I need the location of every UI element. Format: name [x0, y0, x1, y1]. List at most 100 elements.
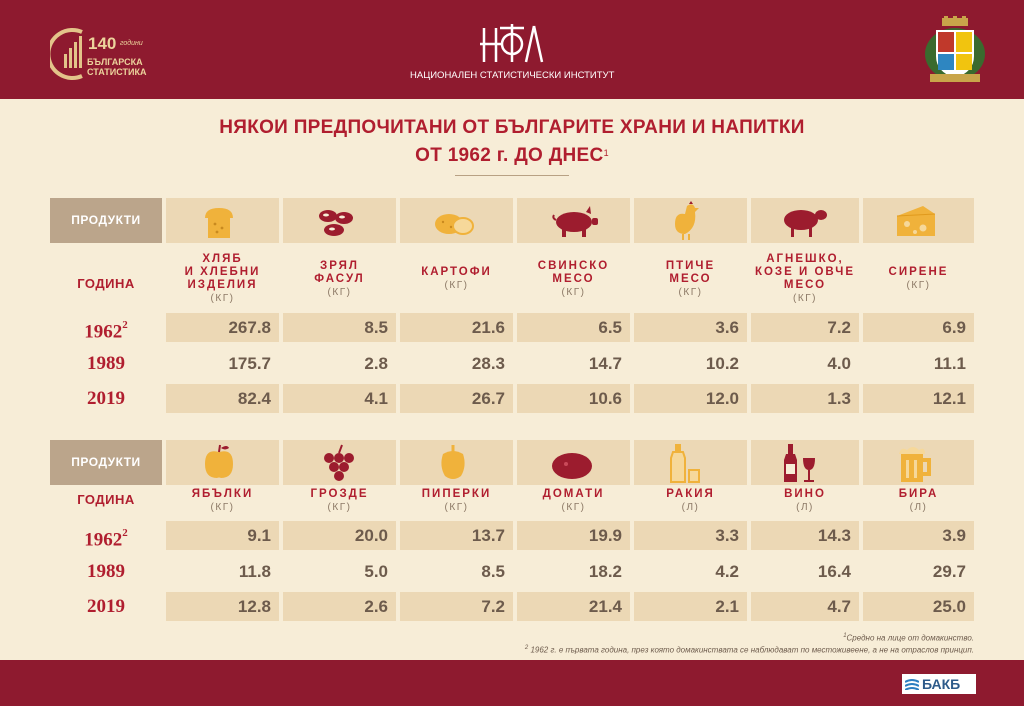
- table-cell: 2.8: [364, 354, 388, 373]
- column-header: КАРТОФИ (КГ): [400, 248, 513, 310]
- product-icon-cell: [863, 440, 974, 485]
- table-cell: 14.3: [751, 521, 859, 550]
- nsi-logo: НАЦИОНАЛЕН СТАТИСТИЧЕСКИ ИНСТИТУТ: [410, 22, 614, 86]
- apple-icon: [205, 444, 233, 478]
- chicken-icon: [675, 201, 699, 240]
- potato-icon: [435, 214, 474, 235]
- column-header: СВИНСКО МЕСО (КГ): [517, 248, 630, 310]
- table-cell: 1.3: [751, 384, 859, 413]
- column-header-unit: (КГ): [210, 293, 235, 304]
- row-year: 1989: [87, 353, 125, 374]
- column-header: ДОМАТИ (КГ): [517, 486, 630, 516]
- column-header-unit: (КГ): [793, 293, 817, 304]
- table-cell: 12.0: [634, 384, 747, 413]
- column-header-unit: (КГ): [210, 502, 235, 513]
- table-cell: 8.5: [481, 562, 505, 581]
- column-header-unit: (Л): [796, 502, 814, 513]
- pepper-icon: [441, 445, 465, 479]
- table-cell: 4.7: [751, 592, 859, 621]
- year-label: ГОДИНА: [77, 276, 135, 291]
- table-cell: 21.4: [517, 592, 630, 621]
- table-cell: 10.2: [705, 354, 739, 373]
- table-cell: 4.0: [827, 354, 851, 373]
- sofia-coat-of-arms-icon: [925, 16, 985, 82]
- column-header-name: СВИНСКО: [537, 260, 610, 272]
- column-header-unit: (КГ): [327, 287, 352, 298]
- table-cell: 14.7: [588, 354, 622, 373]
- column-header-unit: (КГ): [327, 502, 352, 513]
- table-cell: 28.3: [471, 354, 505, 373]
- footer-banner: [0, 660, 1024, 706]
- column-header: ПИПЕРКИ (КГ): [400, 486, 513, 516]
- table-row: 19622 9.1 20.0 13.7 19.9 3.3 14.3 3.9: [50, 521, 974, 550]
- product-icon-cell: [166, 440, 279, 485]
- row-year: 1989: [87, 561, 125, 582]
- column-header: ЗРЯЛ ФАСУЛ (КГ): [283, 248, 396, 310]
- bakb-logo: БАКБ: [902, 674, 976, 694]
- title-line2: ОТ 1962 г. ДО ДНЕС1: [415, 145, 609, 166]
- column-header: ВИНО (Л): [751, 486, 859, 516]
- infographic-title: НЯКОИ ПРЕДПОЧИТАНИ ОТ БЪЛГАРИТЕ ХРАНИ И …: [0, 114, 1024, 170]
- table-cell: 8.5: [283, 313, 396, 342]
- column-header-unit: (КГ): [561, 502, 586, 513]
- table-row: 1989 11.8 5.0 8.5 18.2 4.2 16.4 29.7: [50, 557, 974, 586]
- table-cell: 12.1: [863, 384, 974, 413]
- table-cell: 13.7: [400, 521, 513, 550]
- table-cell: 3.3: [634, 521, 747, 550]
- product-icon-cell: [634, 198, 747, 243]
- column-header-unit: (КГ): [444, 502, 469, 513]
- table-cell: 2.1: [634, 592, 747, 621]
- column-header-name: ГРОЗДЕ: [310, 488, 369, 500]
- table-row: 1989 175.7 2.8 28.3 14.7 10.2 4.0 11.1: [50, 349, 974, 378]
- footnote-1: 1Средно на лице от домакинство.: [843, 633, 974, 643]
- table-cell: 4.2: [715, 562, 739, 581]
- header-banner: 140 години БЪЛГАРСКА СТАТИСТИКА НАЦИОНАЛ…: [0, 0, 1024, 99]
- product-icon-cell: [166, 198, 279, 243]
- column-header: ЯБЪЛКИ (КГ): [166, 486, 279, 516]
- column-header-unit: (Л): [909, 502, 928, 513]
- logo-140-years-word: години: [120, 40, 143, 47]
- footnote-2: 2 1962 г. е първата година, през която д…: [524, 645, 974, 655]
- pig-icon: [552, 206, 598, 237]
- table-cell: 11.1: [933, 354, 966, 373]
- column-header-name: РАКИЯ: [666, 488, 715, 500]
- table-cell: 6.5: [517, 313, 630, 342]
- table-row: 2019 82.4 4.1 26.7 10.6 12.0 1.3 12.1: [50, 384, 974, 413]
- title-line1: НЯКОИ ПРЕДПОЧИТАНИ ОТ БЪЛГАРИТЕ ХРАНИ И …: [219, 117, 805, 138]
- table-cell: 10.6: [517, 384, 630, 413]
- table-cell: 5.0: [364, 562, 388, 581]
- table-cell: 19.9: [517, 521, 630, 550]
- column-header-name: МЕСО: [783, 279, 827, 291]
- table-cell: 11.8: [238, 562, 271, 581]
- row-year: 19622: [84, 527, 128, 551]
- column-header-name: ФАСУЛ: [314, 273, 365, 285]
- column-header-name: МЕСО: [669, 273, 712, 285]
- column-header-name: БИРА: [898, 488, 939, 500]
- sheep-icon: [784, 210, 827, 237]
- product-icon-cell: [751, 440, 859, 485]
- column-header-name: И ХЛЕБНИ: [184, 266, 261, 278]
- column-header-name: КОЗЕ И ОВЧЕ: [754, 266, 856, 278]
- table-cell: 3.6: [634, 313, 747, 342]
- column-header: СИРЕНЕ (КГ): [863, 248, 974, 310]
- rakia-bottle-icon: [670, 444, 700, 483]
- table-cell: 12.8: [166, 592, 279, 621]
- table-cell: 175.7: [228, 354, 271, 373]
- column-header-unit: (КГ): [678, 287, 703, 298]
- logo-140-line2: СТАТИСТИКА: [87, 67, 147, 77]
- column-header-unit: (КГ): [444, 280, 469, 291]
- column-header-name: ДОМАТИ: [542, 488, 605, 500]
- column-header-name: ЯБЪЛКИ: [191, 488, 254, 500]
- beer-icon: [899, 447, 931, 482]
- table-row: 19622 267.8 8.5 21.6 6.5 3.6 7.2 6.9: [50, 313, 974, 342]
- table-cell: 18.2: [588, 562, 622, 581]
- column-header-name: ВИНО: [784, 488, 826, 500]
- column-header: ХЛЯБ И ХЛЕБНИ ИЗДЕЛИЯ (КГ): [166, 248, 279, 310]
- table-cell: 9.1: [166, 521, 279, 550]
- column-header: ПТИЧЕ МЕСО (КГ): [634, 248, 747, 310]
- table-cell: 7.2: [751, 313, 859, 342]
- product-icon-cell: [634, 440, 747, 485]
- products-label: ПРОДУКТИ: [50, 440, 162, 485]
- column-header-name: КАРТОФИ: [421, 266, 492, 278]
- logo-140-mark-icon: [50, 28, 83, 80]
